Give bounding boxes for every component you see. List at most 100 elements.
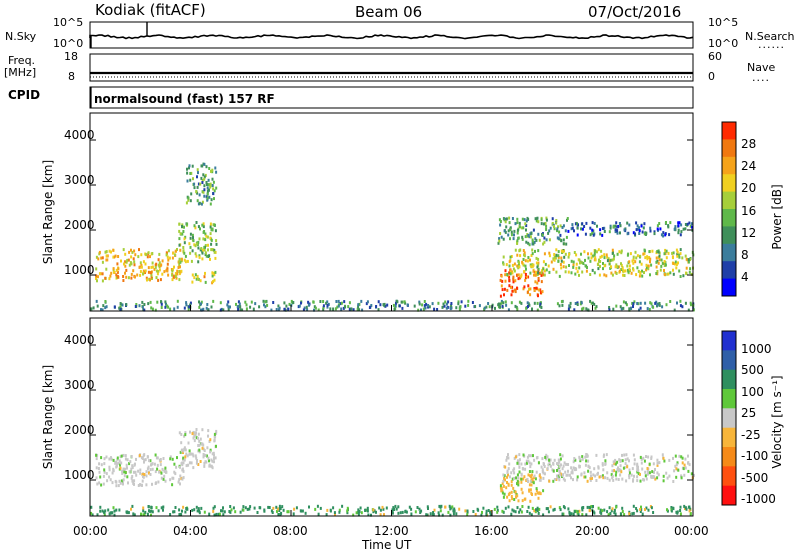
echo-cell [124, 454, 127, 458]
echo-cell [201, 308, 204, 312]
echo-cell [322, 304, 325, 308]
echo-cell [211, 228, 214, 232]
echo-cell [596, 224, 598, 228]
echo-cell [450, 304, 453, 308]
echo-cell [365, 302, 368, 306]
echo-cell [209, 225, 212, 229]
echo-cell [196, 191, 199, 195]
echo-cell [529, 499, 532, 503]
echo-cell [655, 260, 658, 264]
echo-cell [581, 227, 584, 231]
echo-cell [516, 253, 519, 257]
echo-cell [478, 304, 481, 308]
echo-cell [127, 258, 130, 262]
echo-cell [542, 222, 545, 226]
echo-cell [165, 470, 168, 474]
echo-cell [569, 301, 572, 305]
echo-cell [624, 458, 627, 462]
echo-cell [628, 459, 630, 463]
echo-cell [162, 477, 165, 481]
echo-cell [192, 454, 195, 458]
echo-cell [613, 254, 616, 258]
echo-cell [669, 300, 672, 303]
echo-cell [514, 510, 517, 514]
echo-cell [176, 305, 179, 309]
echo-cell [130, 262, 133, 266]
echo-cell [640, 262, 643, 266]
echo-cell [466, 513, 469, 517]
echo-cell [513, 233, 515, 237]
echo-cell [526, 259, 529, 263]
echo-cell [178, 508, 181, 512]
echo-cell [675, 463, 678, 467]
velocity-ytick-1000: 1000 [64, 468, 95, 482]
echo-cell [534, 273, 537, 277]
echo-cell [178, 263, 181, 267]
echo-cell [619, 459, 622, 462]
echo-cell [192, 177, 194, 181]
echo-cell [527, 480, 529, 483]
echo-cell [655, 265, 658, 269]
echo-cell [578, 258, 581, 262]
echo-cell [104, 250, 107, 254]
echo-cell [178, 513, 181, 517]
echo-cell [614, 270, 617, 274]
echo-cell [589, 299, 592, 303]
colorbar-swatch [722, 209, 736, 227]
echo-cell [322, 307, 325, 311]
echo-cell [502, 479, 505, 483]
echo-cell [578, 266, 581, 270]
echo-cell [440, 504, 443, 508]
echo-cell [537, 263, 540, 267]
echo-cell [595, 305, 598, 309]
echo-cell [150, 273, 153, 277]
echo-cell [543, 252, 546, 256]
echo-cell [502, 484, 505, 488]
echo-cell [677, 221, 680, 225]
echo-cell [180, 257, 183, 261]
echo-cell [105, 250, 108, 254]
echo-cell [677, 224, 680, 228]
echo-cell [205, 165, 208, 169]
echo-cell [635, 228, 638, 232]
echo-cell [651, 249, 654, 253]
echo-cell [632, 261, 635, 265]
echo-cell [574, 272, 577, 276]
echo-cell [537, 271, 540, 275]
echo-cell [474, 513, 477, 516]
echo-cell [197, 171, 199, 175]
echo-cell [666, 508, 668, 512]
echo-cell [386, 303, 389, 307]
echo-cell [144, 510, 147, 514]
echo-cell [584, 455, 587, 459]
echo-cell [679, 304, 682, 308]
echo-cell [453, 507, 456, 511]
echo-cell [178, 259, 181, 263]
echo-cell [173, 510, 176, 514]
echo-cell [507, 456, 510, 460]
echo-cell [650, 475, 653, 479]
echo-cell [611, 474, 614, 478]
echo-cell [628, 223, 631, 227]
echo-cell [521, 505, 524, 508]
echo-cell [545, 453, 548, 457]
echo-cell [571, 226, 574, 230]
echo-cell [325, 513, 328, 517]
echo-cell [528, 454, 530, 458]
echo-cell [200, 300, 203, 304]
echo-cell [207, 456, 210, 460]
echo-cell [674, 464, 677, 468]
echo-cell [591, 228, 594, 232]
echo-cell [593, 467, 596, 471]
echo-cell [187, 441, 190, 445]
echo-cell [602, 476, 605, 480]
echo-cell [237, 307, 240, 311]
echo-cell [669, 271, 672, 275]
echo-cell [536, 265, 539, 269]
echo-cell [189, 251, 192, 255]
echo-cell [667, 272, 670, 276]
echo-cell [601, 227, 604, 230]
echo-cell [516, 506, 519, 510]
echo-cell [168, 256, 171, 260]
echo-cell [536, 509, 539, 512]
